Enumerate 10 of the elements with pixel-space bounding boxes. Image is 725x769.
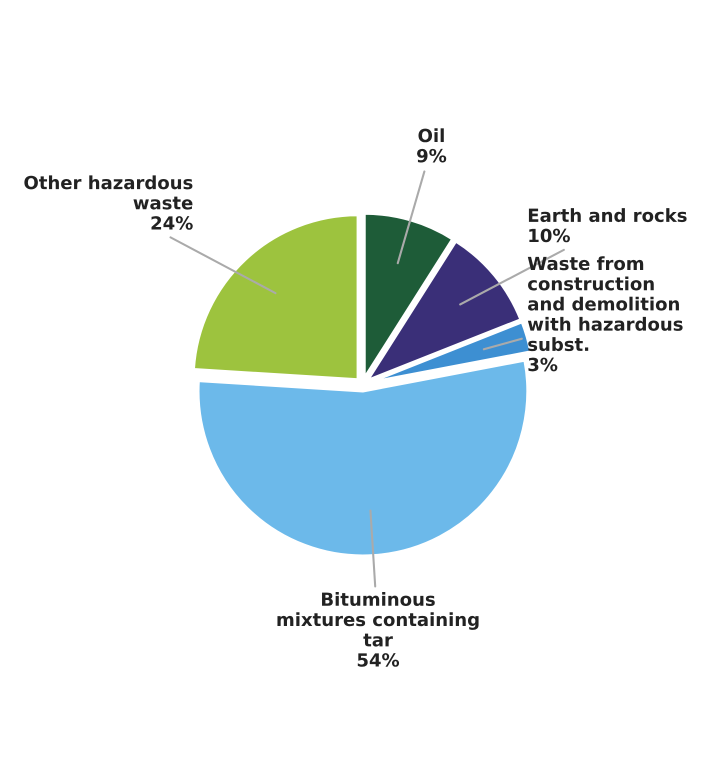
slice-label: Oil [418,128,444,142]
slice-label: Other hazardous waste [24,175,192,210]
slice-label: Earth and rocks [528,208,687,222]
slice-label: Bituminous mixtures containing tar [277,592,479,647]
data-label: 3% [528,358,558,372]
data-label: 54% [358,653,400,667]
data-label: 24% [152,216,193,230]
slice-label: Waste from construction and demolition with hazardous subst. [528,256,683,352]
data-label: 9% [417,148,446,163]
data-label: 10% [529,228,570,242]
